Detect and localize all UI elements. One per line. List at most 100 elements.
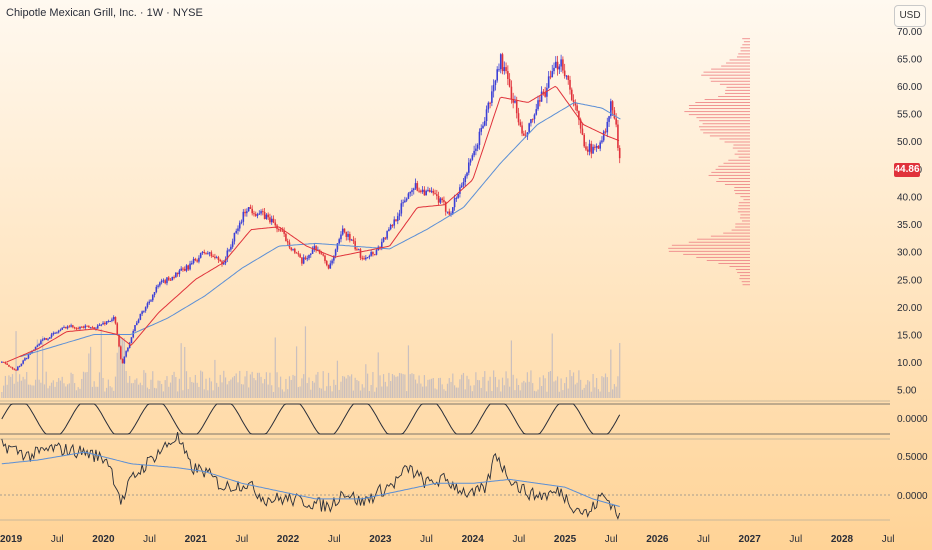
candle-body xyxy=(576,105,578,111)
volume-bar xyxy=(111,387,113,398)
volume-bar xyxy=(390,381,392,398)
volume-bar xyxy=(77,387,79,398)
candle-body xyxy=(199,252,202,258)
volume-bar xyxy=(237,382,239,398)
candle-body xyxy=(151,295,154,301)
candle-body xyxy=(128,343,131,348)
volume-bar xyxy=(493,370,495,398)
candle-body xyxy=(2,361,5,363)
candle-body xyxy=(224,259,227,264)
volume-bar xyxy=(33,385,35,398)
volume-bar xyxy=(521,382,523,398)
volume-profile-bar xyxy=(736,56,750,58)
volume-bar xyxy=(361,384,363,398)
candle-body xyxy=(299,254,301,258)
volume-bar xyxy=(27,384,30,398)
volume-profile xyxy=(668,38,750,286)
x-axis-tick-label: 2021 xyxy=(185,534,208,545)
candle-body xyxy=(40,340,42,344)
volume-bar xyxy=(146,387,149,398)
volume-bar xyxy=(427,379,429,398)
candle-body xyxy=(434,193,436,195)
candle-body xyxy=(608,116,610,122)
candle-body xyxy=(118,334,120,347)
oscillator-2-tick-label: 0.5000 xyxy=(897,452,928,463)
volume-bar xyxy=(217,386,220,398)
volume-bar xyxy=(336,360,339,398)
volume-bar xyxy=(411,373,413,398)
candle-body xyxy=(448,211,451,215)
volume-bar xyxy=(335,384,337,398)
volume-bar xyxy=(539,377,541,398)
volume-bar xyxy=(459,379,461,398)
candle-body xyxy=(159,282,161,286)
volume-bar xyxy=(519,390,521,398)
candle-body xyxy=(210,252,213,257)
volume-bar xyxy=(487,380,489,398)
candle-body xyxy=(569,79,571,90)
volume-bar xyxy=(599,391,601,398)
oscillator-1-line xyxy=(1,403,621,435)
volume-profile-bar xyxy=(743,41,750,43)
volume-profile-bar xyxy=(734,153,750,155)
candle-body xyxy=(359,249,362,258)
candle-body xyxy=(574,102,577,106)
candle-body xyxy=(38,343,40,346)
volume-bar xyxy=(1,391,3,398)
volume-bar xyxy=(514,390,516,398)
candle-body xyxy=(610,101,612,117)
volume-bar xyxy=(269,372,271,398)
candle-body xyxy=(169,279,172,281)
candle-body xyxy=(114,317,117,324)
candle-body xyxy=(247,207,250,212)
volume-bar xyxy=(516,378,518,398)
volume-bar xyxy=(244,376,246,398)
volume-bar xyxy=(299,386,301,398)
candle-body xyxy=(228,249,230,251)
volume-profile-bar xyxy=(743,199,750,201)
candle-body xyxy=(80,326,83,328)
volume-bar xyxy=(464,389,466,398)
candle-body xyxy=(43,338,46,340)
volume-bar xyxy=(109,386,111,398)
volume-bar xyxy=(198,386,200,398)
volume-bar xyxy=(143,370,145,398)
currency-button[interactable]: USD xyxy=(894,5,926,27)
candle-body xyxy=(141,311,143,314)
volume-bar xyxy=(104,391,106,398)
candle-body xyxy=(125,351,127,357)
volume-bar xyxy=(205,378,207,398)
candle-body xyxy=(333,255,335,261)
volume-bar xyxy=(49,385,51,398)
candle-body xyxy=(322,254,325,256)
volume-bar xyxy=(177,391,179,398)
candle-body xyxy=(443,200,445,203)
candle-body xyxy=(269,217,271,223)
volume-bar xyxy=(290,379,292,398)
candle-body xyxy=(253,213,255,215)
candle-body xyxy=(57,330,60,333)
candle-body xyxy=(356,249,358,251)
volume-bar xyxy=(388,372,390,398)
volume-bar xyxy=(43,384,46,398)
volume-profile-bar xyxy=(718,263,750,264)
candle-body xyxy=(340,234,342,240)
candle-body xyxy=(73,327,76,329)
volume-bar xyxy=(603,377,605,398)
volume-bar xyxy=(230,379,232,398)
candle-body xyxy=(185,265,188,271)
candle-body xyxy=(93,327,95,330)
volume-profile-bar xyxy=(741,220,750,222)
volume-bar xyxy=(162,391,165,398)
volume-bar xyxy=(363,387,365,398)
candle-body xyxy=(549,76,552,78)
x-axis-tick-label: Jul xyxy=(235,534,248,545)
volume-bar xyxy=(498,379,500,398)
moving-average-slow xyxy=(20,102,621,358)
candle-body xyxy=(102,322,104,325)
volume-profile-bar xyxy=(716,181,750,182)
volume-bar xyxy=(377,352,379,398)
volume-bar xyxy=(182,390,184,398)
